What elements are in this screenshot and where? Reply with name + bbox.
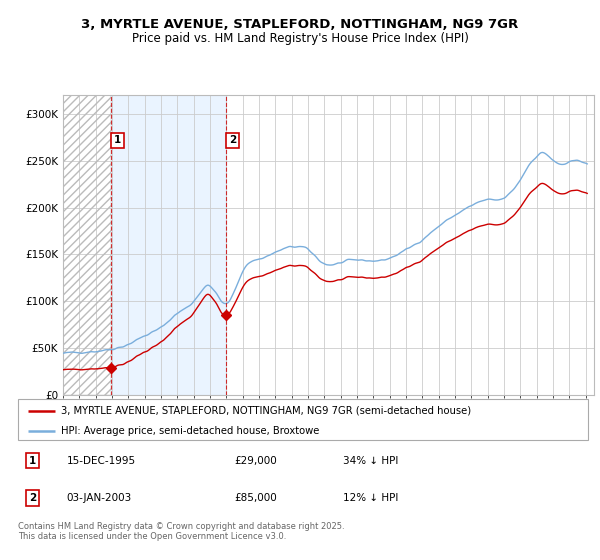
Text: 2: 2 [29, 493, 36, 502]
Text: 3, MYRTLE AVENUE, STAPLEFORD, NOTTINGHAM, NG9 7GR: 3, MYRTLE AVENUE, STAPLEFORD, NOTTINGHAM… [82, 18, 518, 31]
Text: 15-DEC-1995: 15-DEC-1995 [67, 455, 136, 465]
Text: 1: 1 [29, 455, 36, 465]
Bar [112, 95, 226, 395]
Text: £29,000: £29,000 [235, 455, 277, 465]
Text: Price paid vs. HM Land Registry's House Price Index (HPI): Price paid vs. HM Land Registry's House … [131, 32, 469, 45]
Text: HPI: Average price, semi-detached house, Broxtowe: HPI: Average price, semi-detached house,… [61, 426, 319, 436]
Bar [63, 95, 110, 395]
Text: 1: 1 [114, 135, 121, 145]
Text: 2: 2 [229, 135, 236, 145]
Text: £85,000: £85,000 [235, 493, 277, 502]
Text: Contains HM Land Registry data © Crown copyright and database right 2025.
This d: Contains HM Land Registry data © Crown c… [18, 522, 344, 542]
FancyBboxPatch shape [18, 399, 588, 440]
Bar [63, 95, 110, 395]
Text: 12% ↓ HPI: 12% ↓ HPI [343, 493, 398, 502]
Text: 3, MYRTLE AVENUE, STAPLEFORD, NOTTINGHAM, NG9 7GR (semi-detached house): 3, MYRTLE AVENUE, STAPLEFORD, NOTTINGHAM… [61, 405, 471, 416]
Text: 03-JAN-2003: 03-JAN-2003 [67, 493, 132, 502]
Text: 34% ↓ HPI: 34% ↓ HPI [343, 455, 398, 465]
